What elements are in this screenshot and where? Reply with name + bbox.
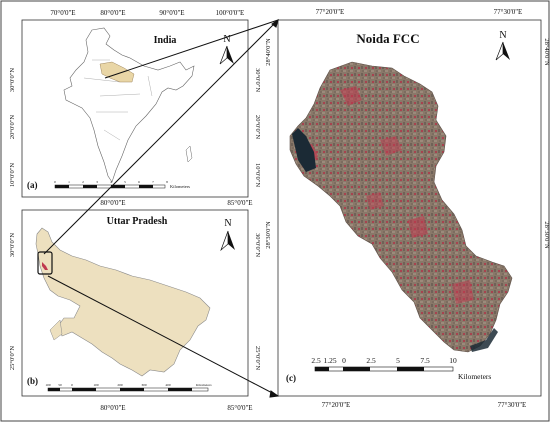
up-southern-lobe — [49, 319, 63, 341]
c-right-tick-2: 28°30'0"N — [543, 221, 550, 249]
b-scale-4: 200 — [117, 383, 123, 387]
a-scale-2: 2 — [82, 180, 84, 184]
noida-title: Noida FCC — [356, 31, 419, 46]
b-right-tick-1: 30°0'0"N — [254, 233, 261, 257]
b-scale-2: 0 — [71, 383, 73, 387]
b-scale-unit: Kilometers — [196, 383, 212, 387]
c-scale-6: 10 — [449, 356, 457, 365]
c-scale-3: 2.5 — [366, 356, 376, 365]
vegetation-patch — [366, 192, 384, 210]
india-title: India — [154, 35, 177, 46]
c-left-tick-2: 28°30'0"N — [265, 221, 272, 249]
right-tick-1: 30°0'0"N — [254, 68, 261, 92]
a-scale-5: 5 — [124, 180, 126, 184]
b-scale-5: 300 — [141, 383, 147, 387]
vegetation-patch — [380, 136, 402, 156]
right-tick-2: 20°0'0"N — [254, 115, 261, 139]
panel-noida-fcc: 77°20'0"E 77°30'0"E 28°40'0"N 28°30'0"N … — [265, 8, 550, 409]
up-state-shape — [35, 227, 211, 377]
a-scale-0: 0 — [54, 180, 56, 184]
india-outline — [63, 27, 195, 183]
noida-fcc-image — [289, 61, 513, 353]
svg-text:N: N — [224, 218, 231, 229]
a-scale-1: 1 — [68, 180, 70, 184]
left-tick-2: 20°0'0"N — [9, 115, 16, 139]
c-bottom-tick-2: 77°30'0"E — [498, 401, 527, 409]
river-edge — [470, 328, 498, 352]
noida-scale-bar — [314, 366, 454, 372]
c-scale-1: 1.25 — [323, 356, 336, 365]
india-state-borders — [83, 59, 153, 141]
panel-uttar-pradesh: 30°0'0"N 25°0'0"N 30°0'0"N 25°0'0"N Utta… — [9, 209, 261, 412]
a-scale-unit: Kilometers — [170, 184, 190, 189]
c-bottom-tick-1: 77°20'0"E — [322, 401, 351, 409]
panel-b-letter: (b) — [27, 376, 38, 386]
andaman-islands — [185, 145, 193, 163]
right-tick-3: 10°0'0"N — [254, 163, 261, 187]
c-left-tick-1: 28°40'0"N — [265, 38, 272, 66]
up-title: Uttar Pradesh — [107, 216, 168, 227]
c-scale-unit: Kilometers — [458, 372, 491, 381]
a-scale-6: 6 — [138, 180, 140, 184]
c-right-tick-1: 28°40'0"N — [543, 38, 550, 66]
c-top-tick-2: 77°30'0"E — [494, 8, 523, 16]
a-scale-7: 7 — [152, 180, 154, 184]
panel-a-letter: (a) — [27, 180, 38, 190]
svg-text:N: N — [223, 34, 230, 45]
yamuna-river — [292, 128, 316, 172]
b-bottom-tick-2: 85°0'0"E — [227, 404, 252, 412]
top-tick-2: 80°0'0"E — [100, 9, 125, 17]
c-scale-0: 2.5 — [311, 356, 321, 365]
top-tick-1: 70°0'0"E — [50, 9, 75, 17]
a-scale-4: 4 — [110, 180, 112, 184]
b-scale-3: 100 — [93, 383, 99, 387]
c-scale-4: 5 — [396, 356, 400, 365]
b-right-tick-2: 25°0'0"N — [254, 346, 261, 370]
vegetation-patch — [408, 216, 428, 238]
c-scale-2: 0 — [342, 356, 346, 365]
inset-connector-lines — [43, 18, 280, 398]
north-arrow-icon: N — [220, 218, 235, 252]
b-left-tick-2: 25°0'0"N — [9, 346, 16, 370]
noida-location-marker — [42, 262, 48, 270]
b-left-tick-1: 30°0'0"N — [9, 233, 16, 257]
b-top-right-tick: 85°0'0"E — [227, 199, 252, 207]
vegetation-patch — [452, 280, 474, 304]
b-scale-0: 100 — [45, 383, 51, 387]
top-tick-3: 90°0'0"E — [159, 9, 184, 17]
left-tick-1: 30°0'0"N — [9, 68, 16, 92]
north-arrow-icon: N — [219, 34, 234, 65]
a-scale-8: 8 — [166, 180, 168, 184]
c-top-tick-1: 77°20'0"E — [316, 8, 345, 16]
noida-locator-box — [37, 251, 53, 275]
a-scale-3: 3 — [96, 180, 98, 184]
b-scale-6: 400 — [165, 383, 171, 387]
c-scale-5: 7.5 — [420, 356, 430, 365]
b-bottom-tick-1: 80°0'0"E — [100, 404, 125, 412]
b-scale-1: 50 — [58, 383, 62, 387]
panel-india: 70°0'0"E 80°0'0"E 90°0'0"E 100°0'0"E 30°… — [9, 9, 261, 207]
svg-text:N: N — [499, 30, 506, 41]
left-tick-3: 10°0'0"N — [9, 163, 16, 187]
a-bottom-tick: 80°0'0"E — [100, 199, 125, 207]
vegetation-patch — [340, 86, 362, 106]
top-tick-4: 100°0'0"E — [216, 9, 245, 17]
up-scale-bar — [47, 387, 209, 392]
north-arrow-icon: N — [495, 30, 510, 61]
panel-c-letter: (c) — [286, 373, 296, 383]
